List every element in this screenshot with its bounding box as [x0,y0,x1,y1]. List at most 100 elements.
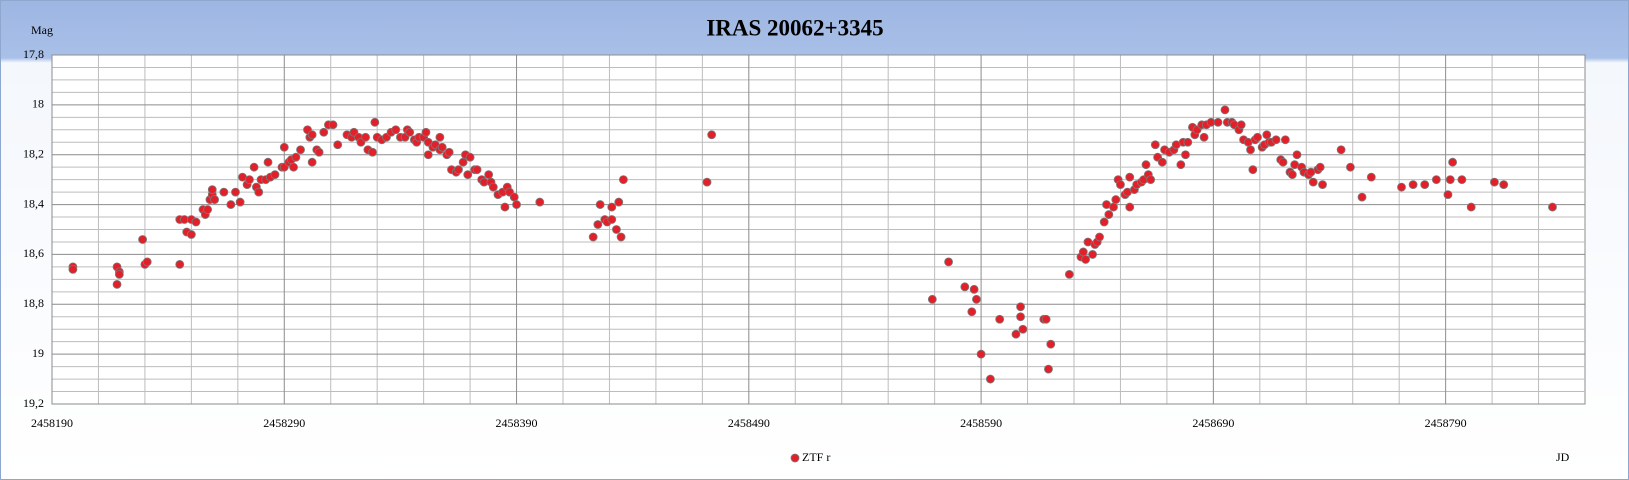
data-point [465,152,475,162]
data-point [270,170,280,180]
data-point [263,157,273,167]
data-point [612,225,621,234]
data-point [595,200,605,209]
data-point [488,182,498,192]
data-point [1125,202,1135,212]
data-point [618,175,628,185]
x-tick-label: 2458490 [728,416,770,430]
data-point [219,187,229,197]
data-point [985,374,995,384]
data-point [995,314,1005,324]
data-point [535,197,545,207]
y-tick-label: 18,6 [23,246,44,260]
data-point [967,307,977,317]
data-point [1448,157,1458,167]
x-axis-label: JD [1556,450,1570,464]
data-point [1236,120,1246,130]
data-point [1445,175,1455,185]
data-point [191,217,201,227]
data-point [314,147,324,157]
data-point [607,215,617,224]
legend-marker [790,453,800,463]
data-point [437,142,447,152]
x-tick-label: 2458290 [263,416,305,430]
data-point [1287,170,1297,180]
data-point [1248,165,1258,175]
data-point [405,127,415,137]
data-point [607,202,617,212]
data-point [1220,105,1230,115]
data-point [1146,175,1156,185]
data-point [210,195,219,204]
data-point [307,157,317,167]
data-point [484,170,494,180]
data-point [458,157,468,167]
data-point [1420,180,1430,190]
data-point [138,235,147,244]
data-point [1116,180,1125,190]
data-point [226,200,236,209]
y-tick-label: 19,2 [23,396,44,410]
data-point [707,130,717,140]
x-tick-label: 2458790 [1425,416,1467,430]
data-point [1018,324,1028,334]
data-point [1176,160,1186,170]
data-point [616,232,626,242]
data-point [1141,160,1151,170]
data-point [1292,150,1302,160]
data-point [328,120,338,130]
data-point [186,230,196,239]
data-point [1499,180,1509,190]
data-point [944,257,953,267]
data-point [927,294,937,304]
data-point [289,162,298,172]
data-point [235,197,245,207]
data-point [1016,302,1025,312]
data-point [423,150,433,160]
data-point [1078,247,1088,257]
y-tick-label: 18,4 [23,196,44,210]
data-point [1431,175,1441,185]
data-point [435,132,445,142]
data-point [1213,117,1223,127]
data-point [249,162,259,172]
data-point [1199,132,1209,142]
data-point [175,259,185,269]
x-tick-label: 2458690 [1192,416,1234,430]
data-point [231,187,240,197]
data-point [1271,135,1281,145]
y-axis-label: Mag [31,23,53,37]
data-point [1099,217,1109,227]
data-point [1081,255,1091,264]
data-point [1262,130,1272,140]
data-point [1041,314,1051,324]
data-point [1457,175,1467,185]
data-point [1150,140,1160,150]
data-point [1111,195,1121,204]
data-point [1318,180,1327,190]
data-point [702,177,712,187]
data-point [1443,190,1453,200]
data-point [1466,202,1476,212]
data-point [207,185,217,195]
data-point [361,132,370,142]
data-point [444,147,454,157]
legend-label: ZTF r [802,450,830,464]
data-point [1346,162,1355,172]
data-point [1181,150,1190,160]
data-point [614,197,624,207]
data-point [1315,162,1325,172]
data-point [307,130,317,140]
data-point [463,170,473,180]
data-point [291,152,301,162]
data-point [68,264,78,274]
data-point [1064,269,1074,279]
y-tick-label: 18,2 [23,146,44,160]
data-point [1044,364,1053,374]
data-point [203,205,213,214]
y-tick-label: 18,8 [23,296,44,310]
x-tick-label: 2458190 [31,416,73,430]
data-point [1336,145,1346,155]
data-point [512,200,521,209]
